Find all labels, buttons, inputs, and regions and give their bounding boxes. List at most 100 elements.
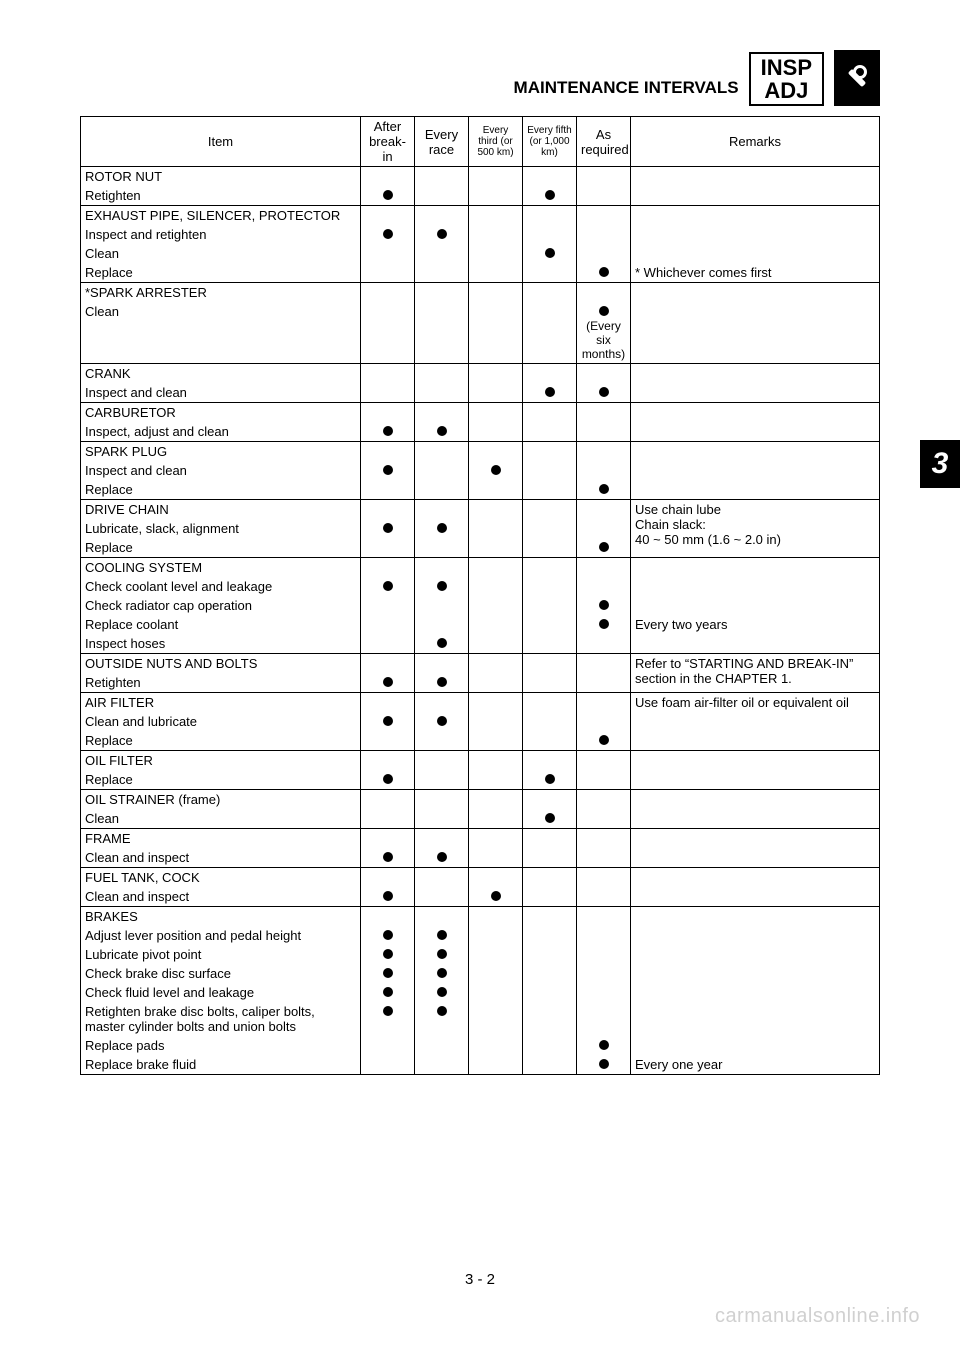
dot-icon bbox=[437, 930, 447, 940]
dot-icon bbox=[599, 600, 609, 610]
mark-cell bbox=[361, 1055, 415, 1075]
mark-cell bbox=[577, 244, 631, 263]
item-sub: Clean bbox=[81, 809, 361, 829]
mark-cell bbox=[361, 364, 415, 384]
dot-icon bbox=[383, 968, 393, 978]
mark-cell bbox=[577, 673, 631, 693]
dot-icon bbox=[545, 774, 555, 784]
dot-icon bbox=[383, 716, 393, 726]
mark-cell bbox=[523, 790, 577, 810]
mark-cell bbox=[469, 263, 523, 283]
mark-cell bbox=[523, 442, 577, 462]
mark-cell bbox=[469, 634, 523, 654]
dot-icon bbox=[599, 267, 609, 277]
mark-cell bbox=[415, 654, 469, 674]
mark-cell bbox=[469, 442, 523, 462]
mark-cell bbox=[577, 731, 631, 751]
remarks-cell bbox=[631, 983, 880, 1002]
item-sub: Inspect hoses bbox=[81, 634, 361, 654]
item-sub: Lubricate, slack, alignment bbox=[81, 519, 361, 538]
mark-cell bbox=[361, 519, 415, 538]
dot-icon bbox=[437, 229, 447, 239]
mark-cell bbox=[469, 461, 523, 480]
mark-cell bbox=[415, 263, 469, 283]
mark-cell bbox=[577, 167, 631, 187]
remarks-cell bbox=[631, 1036, 880, 1055]
mark-cell bbox=[523, 731, 577, 751]
mark-cell bbox=[523, 403, 577, 423]
mark-cell bbox=[361, 615, 415, 634]
mark-cell bbox=[523, 500, 577, 520]
mark-cell bbox=[523, 907, 577, 927]
mark-cell bbox=[523, 983, 577, 1002]
dot-icon bbox=[437, 523, 447, 533]
mark-cell bbox=[361, 829, 415, 849]
remarks-cell bbox=[631, 577, 880, 596]
mark-cell bbox=[577, 538, 631, 558]
mark-cell bbox=[361, 848, 415, 868]
mark-cell bbox=[415, 712, 469, 731]
dot-icon bbox=[599, 735, 609, 745]
mark-cell bbox=[523, 926, 577, 945]
dot-icon bbox=[383, 852, 393, 862]
dot-icon bbox=[383, 987, 393, 997]
mark-cell bbox=[577, 422, 631, 442]
remarks-cell bbox=[631, 244, 880, 263]
dot-icon bbox=[599, 619, 609, 629]
dot-icon bbox=[599, 306, 609, 316]
mark-cell bbox=[361, 577, 415, 596]
mark-cell bbox=[415, 809, 469, 829]
remarks-cell bbox=[631, 809, 880, 829]
mark-cell bbox=[361, 283, 415, 303]
remarks-cell bbox=[631, 634, 880, 654]
mark-cell bbox=[469, 422, 523, 442]
mark-cell bbox=[361, 442, 415, 462]
mark-cell bbox=[523, 693, 577, 713]
mark-cell bbox=[361, 809, 415, 829]
mark-cell bbox=[361, 225, 415, 244]
mark-cell bbox=[361, 673, 415, 693]
watermark: carmanualsonline.info bbox=[715, 1305, 920, 1328]
mark-cell bbox=[415, 770, 469, 790]
col-item: Item bbox=[81, 117, 361, 167]
mark-cell bbox=[577, 186, 631, 206]
mark-cell bbox=[415, 693, 469, 713]
remarks-cell bbox=[631, 829, 880, 849]
item-head: FRAME bbox=[81, 829, 361, 849]
mark-cell bbox=[415, 519, 469, 538]
mark-cell bbox=[415, 500, 469, 520]
dot-icon bbox=[383, 190, 393, 200]
mark-cell bbox=[523, 167, 577, 187]
item-sub: Adjust lever position and pedal height bbox=[81, 926, 361, 945]
mark-cell bbox=[469, 731, 523, 751]
item-sub: Check coolant level and leakage bbox=[81, 577, 361, 596]
badge-line-2: ADJ bbox=[764, 79, 808, 102]
col-every-third: Every third (or 500 km) bbox=[469, 117, 523, 167]
mark-cell bbox=[361, 461, 415, 480]
mark-cell bbox=[577, 461, 631, 480]
mark-cell bbox=[415, 1055, 469, 1075]
col-every-race: Every race bbox=[415, 117, 469, 167]
dot-icon bbox=[491, 891, 501, 901]
mark-cell bbox=[361, 712, 415, 731]
mark-cell bbox=[577, 383, 631, 403]
mark-cell bbox=[361, 500, 415, 520]
dot-icon bbox=[545, 813, 555, 823]
mark-cell bbox=[523, 283, 577, 303]
mark-cell bbox=[523, 206, 577, 226]
item-head: COOLING SYSTEM bbox=[81, 558, 361, 578]
mark-cell bbox=[361, 302, 415, 364]
table-head: Item After break-in Every race Every thi… bbox=[81, 117, 880, 167]
dot-icon bbox=[383, 581, 393, 591]
dot-icon bbox=[599, 484, 609, 494]
item-sub: Inspect and clean bbox=[81, 383, 361, 403]
mark-cell bbox=[469, 364, 523, 384]
item-head: EXHAUST PIPE, SILENCER, PROTECTOR bbox=[81, 206, 361, 226]
dot-icon bbox=[599, 1040, 609, 1050]
remarks-cell bbox=[631, 945, 880, 964]
mark-cell bbox=[577, 500, 631, 520]
mark-cell bbox=[415, 673, 469, 693]
item-head: AIR FILTER bbox=[81, 693, 361, 713]
mark-cell bbox=[361, 654, 415, 674]
remarks-cell bbox=[631, 887, 880, 907]
